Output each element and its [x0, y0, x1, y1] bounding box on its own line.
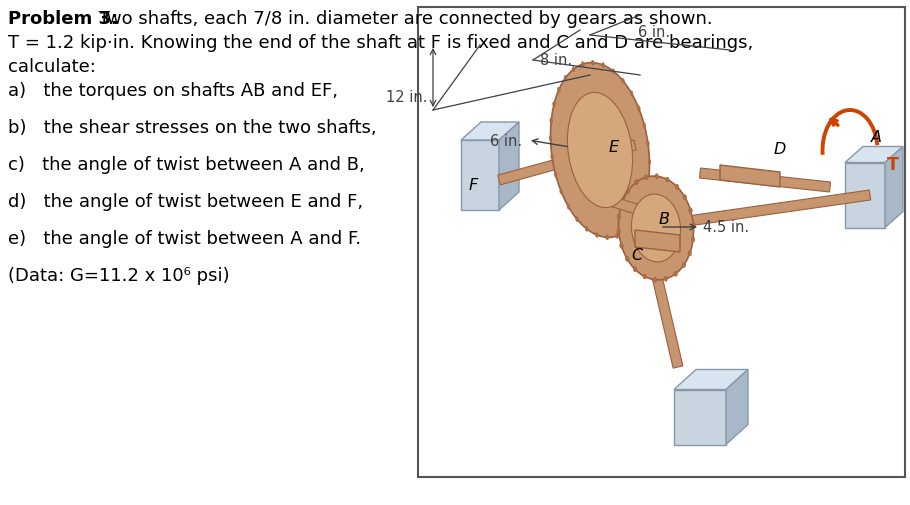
Polygon shape	[461, 122, 519, 140]
Polygon shape	[589, 140, 636, 160]
Ellipse shape	[622, 78, 624, 83]
Polygon shape	[499, 122, 519, 210]
Ellipse shape	[644, 193, 647, 198]
Text: T = 1.2 kip·in. Knowing the end of the shaft at F is fixed and C and D are beari: T = 1.2 kip·in. Knowing the end of the s…	[8, 34, 753, 52]
Polygon shape	[720, 165, 780, 187]
Ellipse shape	[554, 172, 557, 177]
Ellipse shape	[585, 226, 588, 231]
Text: C: C	[632, 247, 642, 263]
Ellipse shape	[620, 243, 623, 248]
Ellipse shape	[626, 188, 630, 193]
Ellipse shape	[568, 92, 632, 208]
Ellipse shape	[646, 141, 650, 146]
Text: B: B	[659, 213, 670, 227]
Ellipse shape	[602, 63, 604, 68]
Ellipse shape	[572, 67, 575, 72]
Text: 12 in.: 12 in.	[386, 89, 427, 105]
Ellipse shape	[552, 102, 555, 107]
Ellipse shape	[642, 274, 646, 279]
Ellipse shape	[647, 177, 650, 182]
Ellipse shape	[592, 60, 594, 65]
Text: c)   the angle of twist between A and B,: c) the angle of twist between A and B,	[8, 156, 365, 174]
Polygon shape	[640, 224, 682, 368]
Polygon shape	[461, 140, 499, 210]
Ellipse shape	[665, 177, 669, 182]
Text: calculate:: calculate:	[8, 58, 96, 76]
Bar	[418, 7, 905, 477]
Ellipse shape	[550, 118, 552, 123]
Ellipse shape	[551, 154, 553, 159]
Text: E: E	[609, 139, 619, 155]
Ellipse shape	[633, 267, 637, 272]
Text: b)   the shear stresses on the two shafts,: b) the shear stresses on the two shafts,	[8, 119, 377, 137]
Text: 6 in.: 6 in.	[638, 25, 670, 40]
Ellipse shape	[653, 277, 657, 282]
Ellipse shape	[564, 75, 567, 80]
Ellipse shape	[644, 175, 648, 180]
Polygon shape	[700, 168, 831, 192]
Text: Two shafts, each 7/8 in. diameter are connected by gears as shown.: Two shafts, each 7/8 in. diameter are co…	[93, 10, 713, 28]
Ellipse shape	[560, 189, 562, 194]
Ellipse shape	[692, 222, 695, 227]
Ellipse shape	[630, 91, 633, 96]
Ellipse shape	[632, 194, 681, 262]
Text: T: T	[887, 156, 899, 174]
Ellipse shape	[619, 176, 693, 280]
Ellipse shape	[551, 63, 650, 237]
Ellipse shape	[633, 220, 636, 225]
Polygon shape	[635, 230, 680, 252]
Ellipse shape	[664, 276, 668, 281]
Ellipse shape	[625, 228, 628, 233]
Ellipse shape	[567, 204, 570, 209]
Text: a)   the torques on shafts AB and EF,: a) the torques on shafts AB and EF,	[8, 82, 338, 100]
Ellipse shape	[673, 271, 677, 276]
Text: d)   the angle of twist between E and F,: d) the angle of twist between E and F,	[8, 193, 363, 211]
Ellipse shape	[612, 69, 615, 74]
Ellipse shape	[576, 217, 579, 222]
Text: D: D	[774, 142, 786, 158]
Polygon shape	[845, 163, 885, 227]
Ellipse shape	[648, 159, 651, 164]
Polygon shape	[659, 190, 871, 230]
Ellipse shape	[688, 251, 692, 256]
Ellipse shape	[616, 233, 619, 238]
Ellipse shape	[682, 263, 685, 268]
Text: 8 in.: 8 in.	[540, 53, 572, 68]
Text: A: A	[871, 129, 882, 144]
Polygon shape	[845, 146, 903, 163]
Ellipse shape	[675, 184, 679, 189]
Ellipse shape	[640, 208, 642, 213]
Ellipse shape	[549, 136, 552, 141]
Ellipse shape	[617, 214, 621, 219]
Polygon shape	[589, 190, 642, 215]
Ellipse shape	[558, 87, 561, 92]
Polygon shape	[726, 370, 748, 444]
Ellipse shape	[689, 208, 693, 213]
Text: F: F	[469, 177, 478, 192]
Ellipse shape	[595, 232, 598, 237]
Text: e)   the angle of twist between A and F.: e) the angle of twist between A and F.	[8, 230, 361, 248]
Polygon shape	[674, 389, 726, 444]
Text: 4.5 in.: 4.5 in.	[703, 220, 749, 234]
Polygon shape	[621, 154, 650, 226]
Ellipse shape	[625, 256, 629, 261]
Ellipse shape	[692, 237, 695, 242]
Text: (Data: G=11.2 x 10⁶ psi): (Data: G=11.2 x 10⁶ psi)	[8, 267, 229, 285]
Ellipse shape	[655, 174, 659, 179]
Text: Problem 3:: Problem 3:	[8, 10, 118, 28]
Ellipse shape	[683, 195, 687, 200]
Ellipse shape	[606, 235, 609, 240]
Polygon shape	[885, 146, 903, 227]
Ellipse shape	[634, 180, 638, 185]
Ellipse shape	[581, 62, 584, 67]
Text: 6 in.: 6 in.	[490, 134, 522, 149]
Ellipse shape	[621, 200, 624, 205]
Polygon shape	[674, 370, 748, 389]
Polygon shape	[498, 150, 592, 185]
Ellipse shape	[617, 229, 621, 234]
Ellipse shape	[637, 106, 641, 111]
Ellipse shape	[643, 123, 646, 128]
